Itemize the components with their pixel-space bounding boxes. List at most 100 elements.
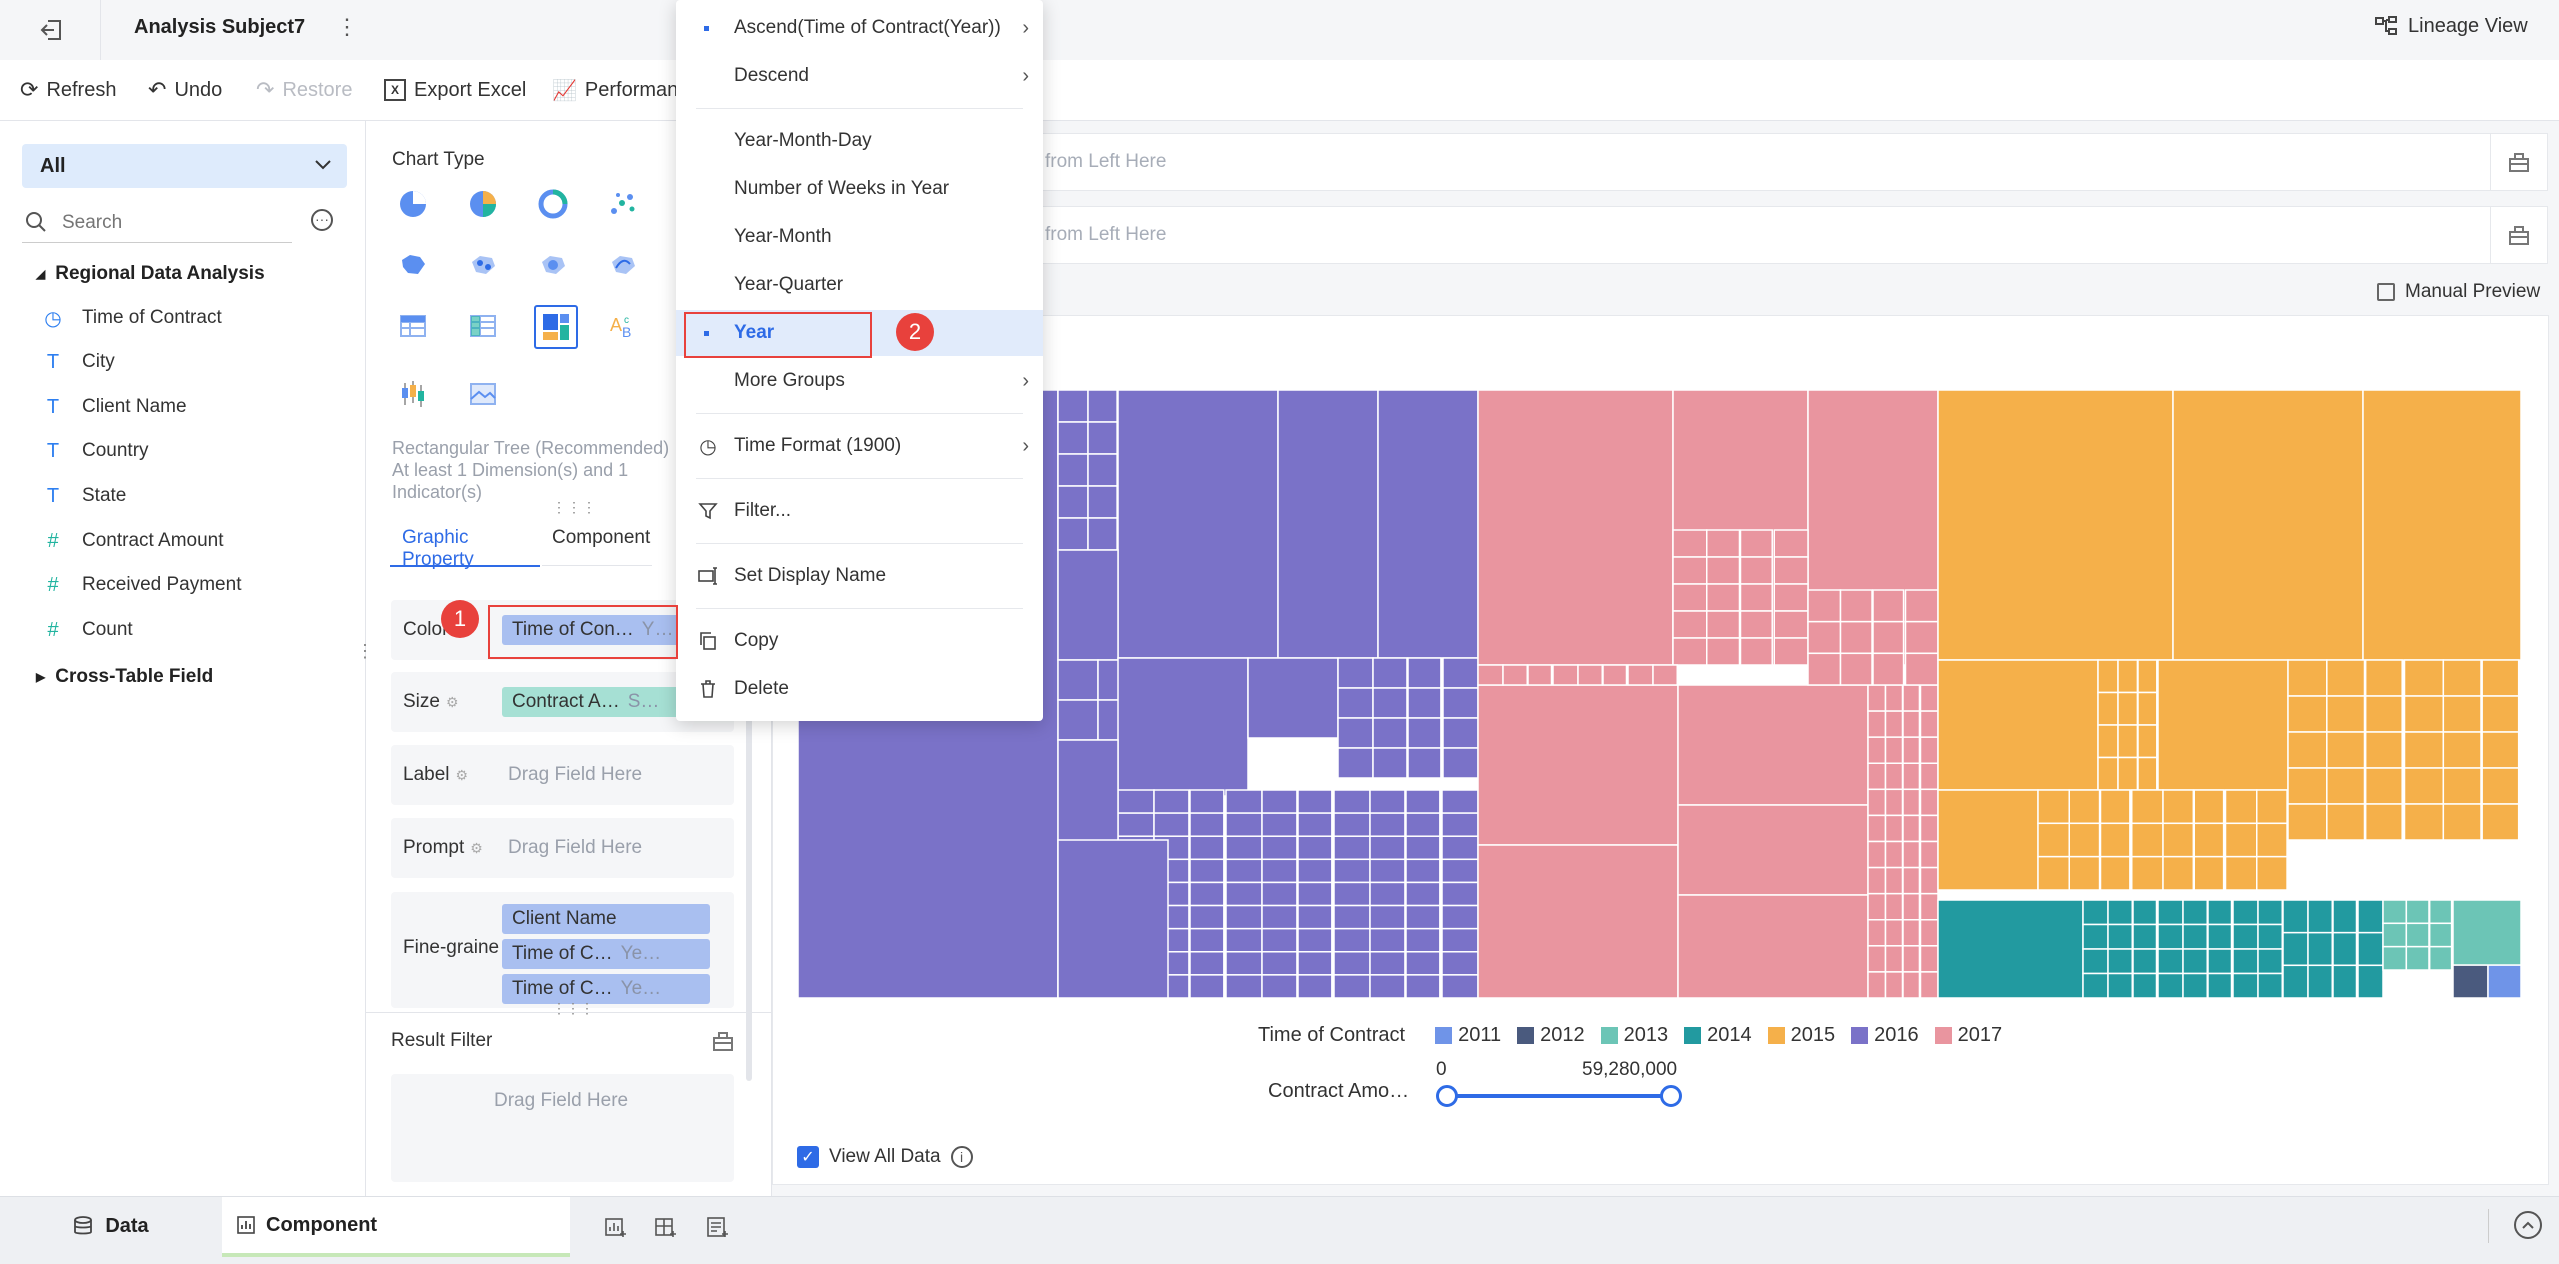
treemap-cell[interactable]	[1407, 747, 1442, 779]
treemap-cell[interactable]	[1333, 858, 1371, 884]
treemap-cell[interactable]	[2207, 923, 2233, 950]
treemap-cell[interactable]	[1502, 664, 1528, 686]
treemap-cell[interactable]	[1369, 812, 1406, 837]
treemap-cell[interactable]	[2403, 767, 2445, 805]
treemap-cell[interactable]	[1872, 652, 1905, 686]
treemap-cell[interactable]	[1189, 881, 1225, 907]
treemap-cell[interactable]	[2099, 822, 2131, 858]
treemap-cell[interactable]	[2282, 964, 2309, 998]
treemap-cell[interactable]	[1902, 945, 1921, 973]
treemap-cell[interactable]	[1902, 710, 1921, 738]
treemap-cell[interactable]	[1087, 421, 1118, 455]
treemap-cell[interactable]	[1261, 858, 1298, 884]
treemap-cell[interactable]	[1706, 637, 1741, 666]
treemap-cell[interactable]	[1677, 684, 1869, 806]
treemap-cell[interactable]	[1441, 812, 1479, 837]
treemap-cell[interactable]	[1904, 589, 1939, 623]
treemap-cell[interactable]	[1919, 945, 1939, 973]
treemap-cell[interactable]	[2037, 822, 2070, 858]
treemap-cell[interactable]	[1405, 812, 1441, 837]
treemap-cell[interactable]	[2257, 972, 2283, 999]
treemap-cell[interactable]	[2403, 659, 2445, 697]
fine-field-pill-time[interactable]: Time of C… Ye…	[502, 939, 710, 969]
point-map-icon[interactable]	[466, 248, 500, 282]
treemap-cell[interactable]	[2224, 789, 2258, 825]
treemap-cell[interactable]	[2332, 964, 2358, 998]
treemap-cell[interactable]	[2405, 899, 2430, 925]
multi-pie-chart-icon[interactable]	[466, 187, 500, 221]
treemap-cell[interactable]	[2162, 822, 2195, 858]
treemap-cell[interactable]	[1602, 664, 1628, 686]
pie-chart-icon[interactable]	[396, 187, 430, 221]
manual-preview-toggle[interactable]: Manual Preview	[2377, 281, 2540, 303]
label-drop-zone[interactable]: Drag Field Here	[508, 764, 643, 785]
treemap-cell[interactable]	[2132, 948, 2158, 975]
treemap-cell[interactable]	[1117, 657, 1249, 797]
treemap-cell[interactable]	[1225, 904, 1263, 930]
treemap-cell[interactable]	[2224, 822, 2258, 858]
treemap-cell[interactable]	[1884, 840, 1904, 869]
treemap-cell[interactable]	[2037, 789, 2070, 825]
treemap-cell[interactable]	[1189, 927, 1225, 953]
menu-item-weeks-in-year[interactable]: Number of Weeks in Year	[676, 166, 1043, 212]
treemap-cell[interactable]	[2117, 659, 2139, 694]
treemap-cell[interactable]	[2257, 948, 2283, 975]
treemap-cell[interactable]	[2131, 789, 2164, 825]
menu-item-year-month-day[interactable]: Year-Month-Day	[676, 118, 1043, 164]
treemap-cell[interactable]	[1672, 556, 1708, 585]
treemap-cell[interactable]	[2207, 948, 2233, 975]
treemap-cell[interactable]	[1807, 620, 1842, 655]
image-chart-icon[interactable]	[466, 377, 500, 411]
treemap-cell[interactable]	[1902, 762, 1921, 791]
treemap-cell[interactable]	[1919, 684, 1939, 712]
treemap-cell[interactable]	[1884, 892, 1904, 921]
treemap-cell[interactable]	[2107, 899, 2133, 926]
treemap-cell[interactable]	[1189, 951, 1225, 976]
treemap-cell[interactable]	[1902, 866, 1921, 895]
treemap-cell[interactable]	[2442, 659, 2482, 697]
treemap-cell[interactable]	[2157, 899, 2184, 926]
treemap-cell[interactable]	[1057, 517, 1089, 551]
row-drop-settings-icon[interactable]	[2490, 206, 2548, 264]
treemap-block-2015[interactable]	[1937, 390, 2174, 661]
treemap-cell[interactable]	[1333, 881, 1371, 907]
treemap-cell[interactable]	[1867, 892, 1887, 921]
slider-handle-min[interactable]	[1436, 1085, 1458, 1107]
treemap-cell[interactable]	[1189, 904, 1225, 930]
legend-item-2013[interactable]: 2013	[1600, 1024, 1668, 1047]
treemap-cell[interactable]	[1297, 835, 1333, 861]
field-received-payment[interactable]: # Received Payment	[42, 565, 241, 605]
treemap-cell[interactable]	[1867, 684, 1887, 712]
performance-button[interactable]: 📈 Performanc	[552, 60, 688, 120]
treemap-cell[interactable]	[1919, 840, 1939, 869]
treemap-cell[interactable]	[1297, 951, 1333, 976]
treemap-cell[interactable]	[2082, 899, 2109, 926]
treemap-cell[interactable]	[2307, 964, 2333, 998]
treemap-cell[interactable]	[1904, 620, 1939, 655]
filter-settings-icon[interactable]	[712, 1030, 734, 1057]
treemap-cell[interactable]	[1297, 858, 1333, 884]
treemap-cell[interactable]	[1247, 657, 1339, 739]
treemap-cell[interactable]	[1333, 789, 1371, 814]
treemap-cell[interactable]	[1369, 927, 1406, 953]
treemap-cell[interactable]	[2182, 948, 2208, 975]
treemap-cell[interactable]	[1442, 657, 1479, 689]
treemap-cell[interactable]	[1297, 789, 1333, 814]
treemap-cell[interactable]	[1839, 620, 1873, 655]
treemap-cell[interactable]	[1672, 529, 1708, 558]
treemap-cell[interactable]	[1261, 835, 1298, 861]
treemap-cell[interactable]	[1297, 812, 1333, 837]
treemap-cell[interactable]	[1919, 814, 1939, 843]
treemap-cell[interactable]	[2157, 659, 2289, 791]
treemap-cell[interactable]	[1369, 974, 1406, 998]
treemap-cell[interactable]	[1441, 789, 1479, 814]
menu-item-time-format[interactable]: ◷ Time Format (1900) ›	[676, 423, 1043, 469]
fine-field-pill-time[interactable]: Time of C… Ye…	[502, 974, 710, 1004]
add-dashboard-icon[interactable]	[654, 1215, 678, 1244]
treemap-cell[interactable]	[1261, 927, 1298, 953]
treemap-cell[interactable]	[2442, 695, 2482, 733]
treemap-cell[interactable]	[1672, 610, 1708, 639]
treemap-cell[interactable]	[1057, 453, 1089, 487]
treemap-cell[interactable]	[1057, 421, 1089, 455]
treemap-cell[interactable]	[2326, 731, 2366, 769]
